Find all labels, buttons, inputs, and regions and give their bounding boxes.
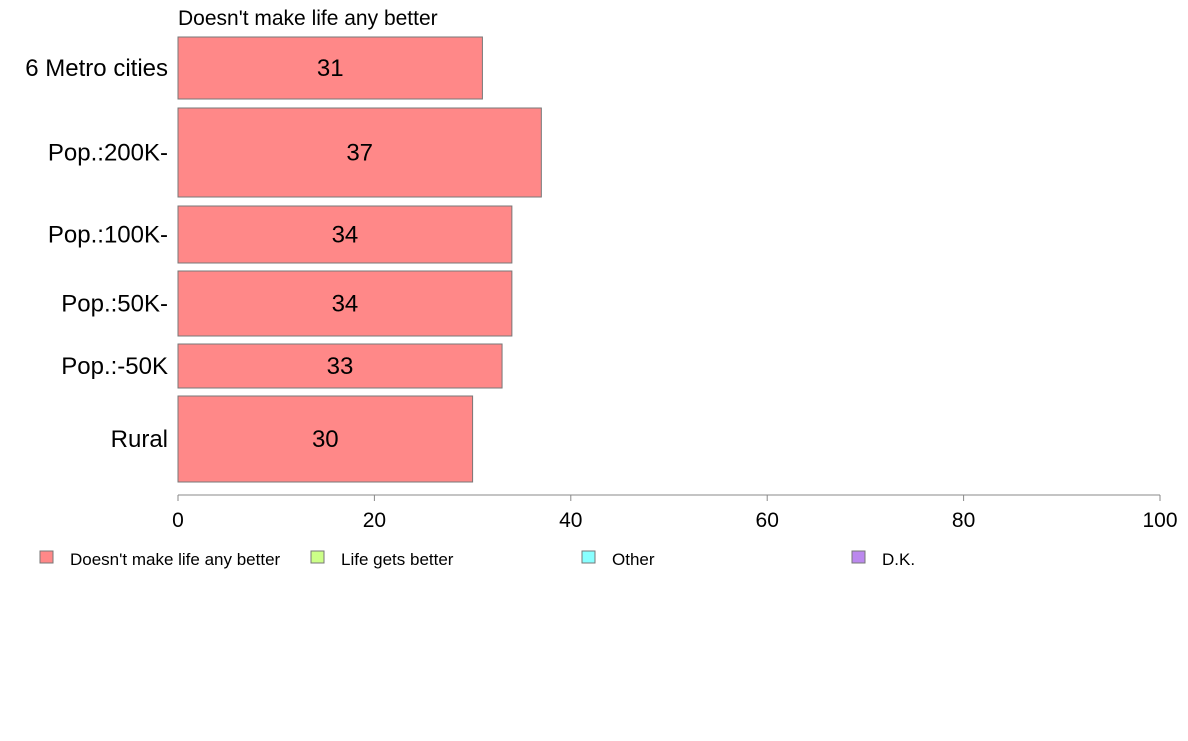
legend-swatch: [581, 550, 596, 564]
chart-title: Doesn't make life any better: [178, 7, 438, 30]
bar: [177, 343, 503, 389]
bar: [177, 36, 483, 100]
bar-value-label: 33: [327, 353, 354, 380]
x-axis: 0 20 40 60 80 100: [172, 494, 1178, 532]
x-tick-label: 80: [952, 509, 975, 532]
bar-value-label: 34: [332, 291, 359, 318]
category-label: 6 Metro cities: [25, 55, 168, 82]
bar-value-label: 31: [317, 55, 344, 82]
bar: [177, 395, 474, 483]
x-tick-label: 60: [756, 509, 779, 532]
x-tick-label: 40: [559, 509, 582, 532]
bars-layer: 31 6 Metro cities 37 Pop.:200K- 34 Pop.:100K-…: [25, 36, 542, 483]
legend-label: Life gets better: [341, 550, 454, 569]
legend: Doesn't make life any better Life gets be…: [39, 550, 915, 569]
legend-swatch: [310, 550, 325, 564]
bar-value-label: 37: [346, 140, 373, 167]
category-label: Rural: [111, 426, 168, 453]
legend-swatch: [851, 550, 866, 564]
bar-value-label: 34: [332, 222, 359, 249]
bar: [177, 270, 513, 337]
x-tick-label: 100: [1142, 509, 1177, 532]
bar: [177, 107, 542, 198]
category-label: Pop.:50K-: [61, 291, 168, 318]
legend-swatch: [39, 550, 54, 564]
bar-value-label: 30: [312, 426, 339, 453]
category-label: Pop.:200K-: [48, 140, 168, 167]
category-label: Pop.:-50K: [61, 353, 168, 380]
bar: [177, 205, 513, 264]
category-label: Pop.:100K-: [48, 222, 168, 249]
legend-label: D.K.: [882, 550, 915, 569]
x-tick-label: 0: [172, 509, 184, 532]
legend-label: Other: [612, 550, 655, 569]
legend-label: Doesn't make life any better: [70, 550, 281, 569]
x-tick-label: 20: [363, 509, 386, 532]
